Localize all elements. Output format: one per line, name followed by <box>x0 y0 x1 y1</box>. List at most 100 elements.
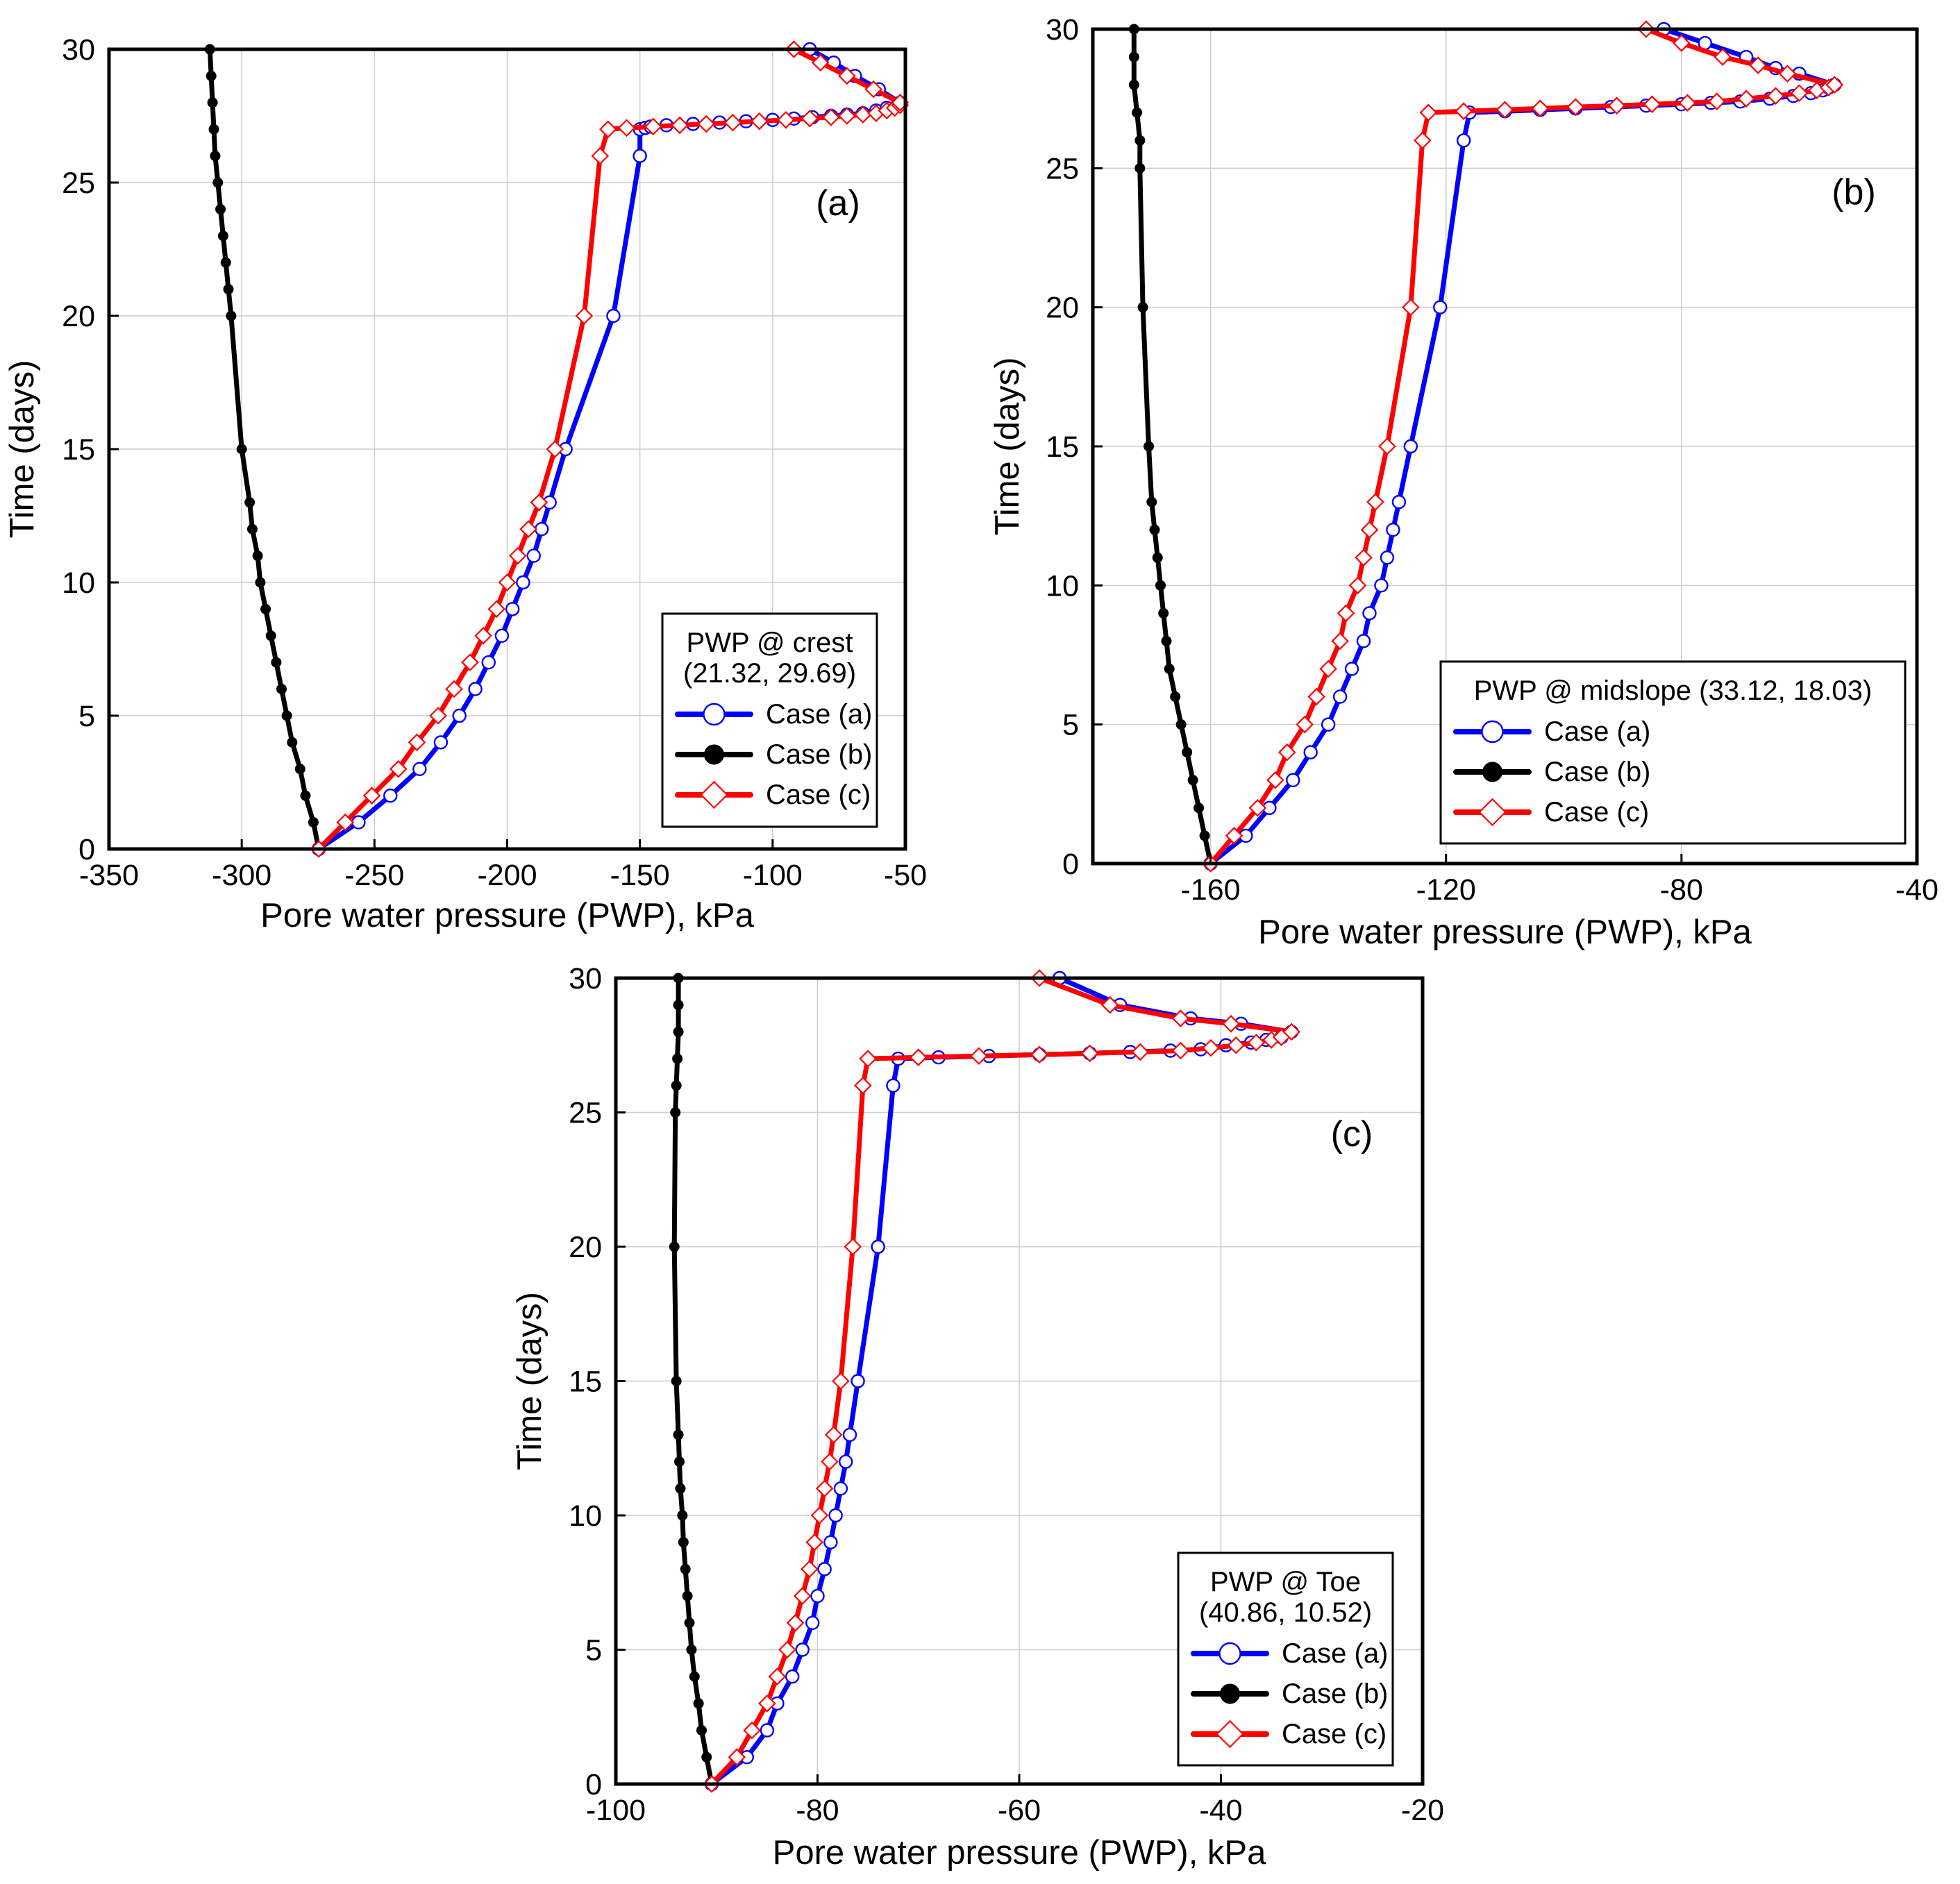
legend-title: PWP @ Toe <box>1210 1567 1361 1597</box>
data-point-case-b <box>1137 302 1148 313</box>
data-point-case-c <box>1714 48 1732 66</box>
x-tick-label: -20 <box>1401 1794 1444 1827</box>
data-point-case-b <box>220 257 231 268</box>
data-point-case-b <box>1170 691 1181 703</box>
data-point-case-c <box>362 787 381 805</box>
data-point-case-c <box>1825 76 1844 94</box>
data-point-case-c <box>1766 87 1785 105</box>
data-point-case-c <box>546 440 564 458</box>
data-point-case-c <box>758 1694 776 1713</box>
data-point-case-c <box>838 107 856 125</box>
y-tick-label: 25 <box>1046 152 1079 185</box>
data-point-case-c <box>519 520 537 539</box>
data-point-case-b <box>673 1429 684 1440</box>
legend-label-case-c: Case (c) <box>1544 797 1649 827</box>
data-point-case-b <box>223 284 234 295</box>
legend-label-case-b: Case (b) <box>1282 1679 1388 1709</box>
data-point-case-b <box>1128 51 1139 62</box>
data-point-case-c <box>793 1587 812 1605</box>
data-point-case-b <box>686 1645 697 1655</box>
data-point-case-a <box>1386 523 1400 537</box>
data-point-case-c <box>1413 131 1432 150</box>
panel-label: (b) <box>1832 172 1876 212</box>
data-point-case-c <box>1566 98 1585 116</box>
data-point-case-c <box>786 1613 805 1632</box>
data-point-case-b <box>252 550 263 562</box>
data-point-case-c <box>697 115 716 133</box>
legend-marker-case-a <box>703 703 726 726</box>
data-point-case-c <box>445 680 463 698</box>
data-point-case-c <box>1296 715 1314 734</box>
data-point-case-a <box>851 1374 865 1388</box>
series-case-b <box>204 44 324 855</box>
x-axis-title: Pore water pressure (PWP), kPa <box>260 897 754 934</box>
data-point-case-c <box>1419 103 1438 122</box>
data-point-case-b <box>244 497 256 508</box>
data-point-case-c <box>778 1640 796 1659</box>
legend-marker-case-c <box>700 780 728 809</box>
data-point-case-b <box>673 1000 684 1011</box>
legend: PWP @ Toe(40.86, 10.52) Case (a) Case (b) C… <box>1177 1551 1394 1767</box>
data-point-case-b <box>671 1376 682 1386</box>
data-point-case-c <box>728 1748 746 1767</box>
y-tick-label: 15 <box>569 1365 602 1399</box>
x-tick-label: -80 <box>796 1794 839 1827</box>
data-point-case-b <box>1128 79 1139 90</box>
legend-label-case-b: Case (b) <box>1544 757 1650 787</box>
data-point-case-c <box>777 110 795 129</box>
data-point-case-c <box>617 119 636 137</box>
legend-label-case-b: Case (b) <box>766 739 872 770</box>
y-tick-label: 25 <box>62 167 95 200</box>
data-point-case-c <box>743 1721 761 1740</box>
data-point-case-b <box>682 1590 693 1601</box>
data-point-case-c <box>970 1047 988 1066</box>
data-point-case-a <box>481 655 496 670</box>
x-tick-label: -160 <box>1181 873 1241 907</box>
x-axis-title: Pore water pressure (PWP), kPa <box>1258 914 1752 951</box>
data-point-case-b <box>1155 580 1166 591</box>
data-point-case-c <box>1248 799 1267 817</box>
data-point-case-c <box>832 1372 850 1390</box>
data-point-case-c <box>1131 1043 1150 1061</box>
y-tick-label: 30 <box>62 33 95 67</box>
data-point-case-b <box>300 790 311 801</box>
data-point-case-c <box>1247 1034 1266 1052</box>
data-point-case-c <box>644 117 662 136</box>
data-point-case-a <box>1374 578 1389 593</box>
data-point-case-c <box>1707 92 1726 110</box>
x-tick-label: -40 <box>1895 873 1938 907</box>
y-tick-label: 25 <box>569 1097 602 1130</box>
data-point-case-a <box>1356 634 1371 648</box>
series-case-b <box>1128 24 1216 869</box>
data-point-case-b <box>689 1671 700 1682</box>
ticks: -100 -80 -60 -40 -20 0 5 10 15 20 25 30 <box>569 962 1444 1827</box>
data-point-case-a <box>1344 662 1359 676</box>
data-point-case-c <box>768 1667 787 1686</box>
legend-marker-case-c <box>1478 798 1507 827</box>
series-case-c <box>1201 20 1844 873</box>
y-tick-label: 20 <box>1046 292 1079 325</box>
data-point-case-b <box>701 1751 712 1763</box>
data-point-case-b <box>294 764 305 775</box>
legend-marker-case-a <box>1481 720 1504 743</box>
data-point-case-c <box>461 653 479 672</box>
data-point-case-b <box>208 124 219 135</box>
data-point-case-b <box>287 737 298 748</box>
data-point-case-c <box>1496 101 1514 119</box>
data-point-case-b <box>1161 635 1172 646</box>
data-point-case-a <box>494 628 510 643</box>
data-point-case-b <box>677 1510 688 1521</box>
data-point-case-a <box>838 1454 853 1469</box>
data-point-case-b <box>1134 135 1146 146</box>
panel-label: (a) <box>816 183 860 224</box>
data-point-case-c <box>429 707 447 725</box>
panel-b: -160 -120 -80 -40 0 5 10 15 20 25 30 Pore water pre… <box>989 13 1938 951</box>
data-point-case-a <box>1332 689 1348 704</box>
data-point-case-c <box>854 106 872 124</box>
data-point-case-c <box>1737 90 1755 108</box>
data-point-case-c <box>1307 687 1325 706</box>
panel-label: (c) <box>1331 1114 1373 1154</box>
data-point-case-a <box>1321 717 1336 732</box>
data-point-case-c <box>1366 493 1384 511</box>
